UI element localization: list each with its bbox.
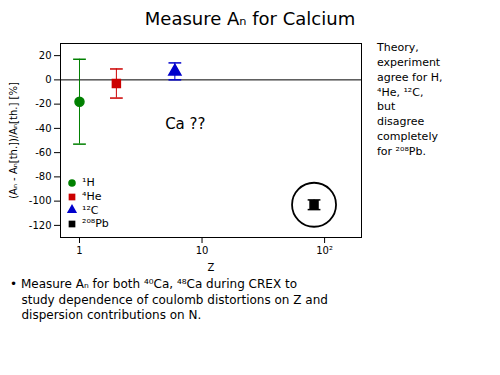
svg-text:1: 1 [76,245,82,256]
svg-text:10: 10 [196,245,209,256]
html-text:¹²C: ¹²C [82,203,99,217]
html-text:⁴He: ⁴He [82,189,102,203]
svg-text:0: 0 [45,74,51,85]
svg-text:-120: -120 [29,220,52,231]
svg-text:-40: -40 [35,123,51,134]
svg-text:-20: -20 [35,98,51,109]
html-text:Measure Aₙ for Calcium: Measure Aₙ for Calcium [144,8,356,29]
svg-text:-80: -80 [35,171,51,182]
svg-text:Ca ??: Ca ?? [165,115,205,133]
svg-text:-60: -60 [35,147,51,158]
html-text:²⁰⁸Pb: ²⁰⁸Pb [82,217,109,231]
html-text:• Measure Aₙ for both ⁴⁰Ca, ⁴⁸: • Measure Aₙ for both ⁴⁰Ca, ⁴⁸Ca during … [10,277,328,323]
svg-text:-100: -100 [29,195,52,206]
svg-text:Z: Z [208,262,215,273]
svg-text:20: 20 [39,50,52,61]
svg-text:10²: 10² [316,245,333,256]
html-text:Theory, experiment agree for H: Theory, experiment agree for H, ⁴He, ¹²C… [377,41,443,158]
html-text:¹H: ¹H [82,176,95,189]
svg-text:(Aₙ - Aₙ[th.])/Aₙ[th.] [%]: (Aₙ - Aₙ[th.])/Aₙ[th.] [%] [8,82,19,199]
